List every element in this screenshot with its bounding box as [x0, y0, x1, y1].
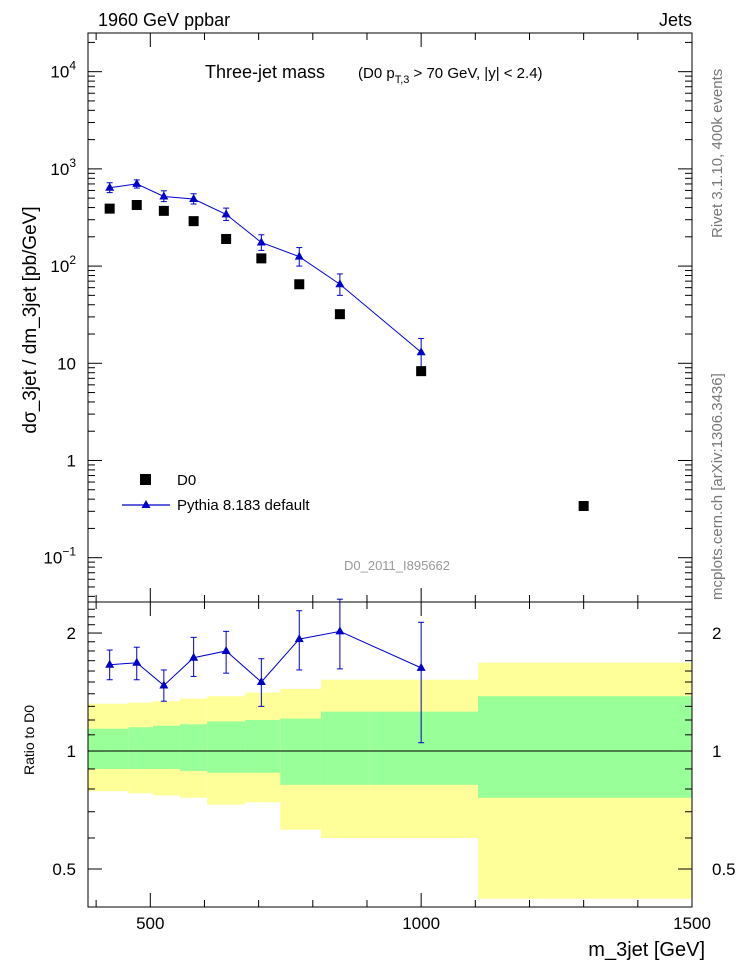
ratio-band-inner: [478, 696, 692, 798]
ratio-band-inner: [128, 727, 154, 769]
ratio-point: [189, 652, 199, 661]
mc-series-line: [109, 183, 422, 353]
ratio-point: [159, 680, 169, 689]
ratio-bands: [88, 662, 692, 899]
header-right: Jets: [659, 10, 692, 30]
ratio-ytick-label-right: 1: [712, 742, 721, 761]
ratio-band-inner: [280, 718, 321, 785]
data-point: [158, 205, 169, 216]
ratio-point: [416, 662, 426, 671]
ratio-band-inner: [320, 711, 370, 785]
ratio-band-inner: [153, 725, 181, 769]
main-ytick-label: 104: [50, 59, 76, 82]
ratio-point: [256, 677, 266, 686]
ratio-band-inner: [369, 711, 479, 785]
ratio-series-line: [109, 630, 422, 687]
ratio-point: [132, 657, 142, 666]
data-point: [131, 200, 142, 211]
mc-point: [294, 251, 304, 260]
main-ytick-label: 102: [50, 253, 76, 276]
ratio-band-inner: [88, 728, 129, 769]
mc-point: [416, 347, 426, 356]
mcplots-label: mcplots.cern.ch [arXiv:1306.3436]: [709, 373, 726, 600]
main-ytick-label: 10−1: [43, 545, 76, 568]
main-ylabel: dσ_3jet / dm_3jet [pb/GeV]: [20, 206, 41, 433]
cond-suffix: > 70 GeV, |y| < 2.4): [409, 65, 542, 82]
plot-title-condition: (D0 pT,3 > 70 GeV, |y| < 2.4): [358, 65, 543, 86]
xtick-label: 1500: [673, 914, 711, 933]
ratio-ytick-label-right: 0.5: [712, 860, 736, 879]
analysis-id: D0_2011_I895662: [344, 558, 450, 573]
xtick-label: 500: [136, 914, 164, 933]
xlabel: m_3jet [GeV]: [588, 939, 705, 961]
legend-d0-label: D0: [177, 472, 196, 489]
ratio-ytick-label-right: 2: [712, 624, 721, 643]
main-frame: [87, 32, 693, 603]
mc-point: [335, 279, 345, 288]
ratio-point: [105, 659, 115, 668]
legend: D0 Pythia 8.183 default: [122, 472, 310, 514]
legend-pythia-marker: [141, 500, 151, 508]
data-point: [416, 366, 427, 377]
legend-pythia-label: Pythia 8.183 default: [177, 497, 310, 514]
main-marks: [104, 178, 589, 512]
ratio-band-inner: [245, 719, 281, 773]
data-point: [294, 279, 305, 290]
main-axes: 10−1 1 10 102 103 104: [43, 32, 693, 603]
legend-d0-marker: [140, 474, 151, 485]
ratio-ytick-label: 2: [67, 624, 76, 643]
data-point: [188, 216, 199, 227]
main-ytick-label: 10: [57, 354, 76, 373]
rivet-label: Rivet 3.1.10, 400k events: [709, 69, 726, 238]
ratio-marks: [105, 598, 426, 744]
ratio-point: [335, 626, 345, 635]
ratio-ytick-label: 0.5: [52, 860, 76, 879]
xtick-label: 1000: [402, 914, 440, 933]
ratio-band-inner: [180, 724, 208, 771]
cond-sub: T,3: [395, 74, 410, 86]
ratio-point: [294, 634, 304, 643]
mc-point: [159, 191, 169, 200]
main-panel: Three-jet mass (D0 pT,3 > 70 GeV, |y| < …: [20, 32, 693, 603]
ratio-axes: 0.5 0.5 1 1 2 2 500 1000 1500: [52, 601, 736, 933]
ratio-ylabel: Ratio to D0: [21, 705, 37, 775]
ratio-ytick-label: 1: [67, 742, 76, 761]
data-point: [334, 309, 345, 320]
cond-prefix: (D0 p: [358, 65, 395, 82]
header-left: 1960 GeV ppbar: [98, 10, 230, 30]
data-point: [256, 253, 267, 264]
mc-point: [256, 237, 266, 246]
mc-point: [132, 178, 142, 187]
data-point: [578, 501, 589, 512]
main-ytick-label: 1: [67, 451, 76, 470]
data-point: [104, 203, 115, 214]
main-ytick-label: 103: [50, 156, 76, 179]
mc-point: [189, 193, 199, 202]
ratio-band-inner: [207, 721, 246, 773]
ratio-panel: 0.5 0.5 1 1 2 2 500 1000 1500 Ratio to D0 m_3jet…: [21, 598, 736, 961]
plot-title-main: Three-jet mass: [205, 62, 325, 82]
ratio-frame: [87, 601, 693, 908]
ratio-point: [221, 645, 231, 654]
data-point: [221, 233, 232, 244]
mc-point: [105, 182, 115, 191]
mc-point: [221, 209, 231, 218]
